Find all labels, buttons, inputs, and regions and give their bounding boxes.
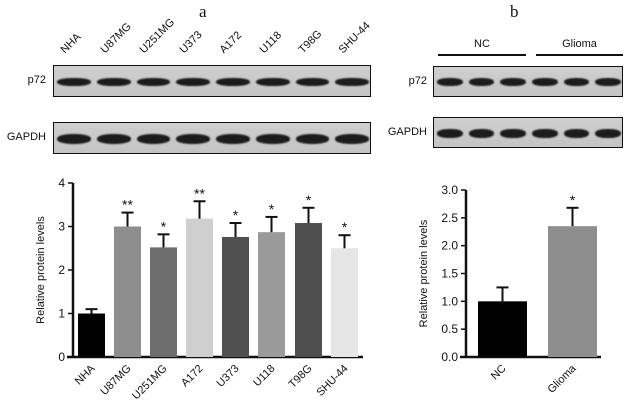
lane-label: SHU-44: [336, 19, 373, 56]
lane-label: NHA: [58, 31, 84, 56]
protein-band: [96, 78, 131, 86]
panel-a-letter: a: [199, 2, 207, 21]
protein-band: [96, 134, 131, 144]
group-bracket-line: [536, 54, 623, 56]
svg-text:U118: U118: [251, 363, 278, 390]
protein-band: [595, 78, 621, 86]
svg-text:U87MG: U87MG: [98, 363, 133, 398]
svg-text:NHA: NHA: [73, 362, 98, 387]
lane-label: U118: [257, 29, 284, 56]
blot-strip: [53, 65, 371, 97]
protein-band: [335, 134, 369, 144]
svg-text:4: 4: [58, 176, 65, 190]
protein-band: [295, 78, 330, 86]
lane-label: A172: [217, 29, 245, 56]
protein-band: [57, 78, 91, 86]
protein-band: [563, 129, 590, 138]
protein-band: [500, 129, 526, 138]
svg-text:*: *: [269, 201, 275, 217]
svg-text:Relative protein levels: Relative protein levels: [35, 216, 47, 324]
protein-band: [136, 134, 171, 144]
svg-text:Glioma: Glioma: [545, 362, 579, 396]
protein-band: [57, 134, 91, 144]
protein-band: [216, 78, 250, 86]
svg-text:1: 1: [58, 307, 65, 321]
protein-band: [216, 134, 250, 144]
svg-text:A172: A172: [179, 363, 206, 390]
blot-strip: [433, 66, 623, 97]
svg-text:**: **: [194, 185, 205, 201]
protein-band: [500, 78, 526, 86]
svg-text:NC: NC: [489, 363, 509, 383]
svg-text:T98G: T98G: [287, 363, 315, 391]
lane-label: U87MG: [98, 20, 134, 56]
protein-band: [136, 78, 171, 86]
blot-strip: [53, 122, 371, 154]
group-bracket-line: [438, 54, 526, 56]
lane-label: T98G: [296, 28, 325, 56]
svg-text:2: 2: [58, 263, 65, 277]
svg-text:*: *: [306, 192, 312, 208]
svg-text:U251MG: U251MG: [130, 363, 170, 403]
protein-band: [295, 134, 330, 144]
blot-row-label: p72: [27, 74, 46, 86]
protein-band: [532, 129, 558, 138]
protein-band: [563, 78, 590, 86]
protein-band: [468, 78, 495, 86]
panel-b-bar-chart: 0.0 0.5 1.0 1.5 2.0 2.5 3.0 Relative protein le…: [418, 183, 601, 396]
protein-band: [255, 134, 290, 144]
svg-text:*: *: [570, 192, 576, 208]
svg-text:2.5: 2.5: [441, 211, 458, 225]
lane-label: U251MG: [137, 16, 178, 57]
group-label: Glioma: [562, 38, 597, 50]
blot-row-label: p72: [408, 75, 427, 87]
svg-text:2.0: 2.0: [441, 239, 458, 253]
blot-row-label: GAPDH: [6, 131, 46, 143]
svg-text:3: 3: [58, 220, 65, 234]
protein-band: [437, 129, 463, 138]
protein-band: [595, 129, 621, 138]
protein-band: [437, 78, 463, 86]
protein-band: [335, 78, 369, 86]
svg-text:Relative protein levels: Relative protein levels: [418, 219, 430, 327]
svg-text:0.0: 0.0: [441, 350, 458, 364]
svg-text:*: *: [342, 219, 348, 235]
svg-text:1.0: 1.0: [441, 294, 458, 308]
protein-band: [176, 134, 210, 144]
blot-strip: [433, 117, 623, 148]
protein-band: [176, 78, 210, 86]
svg-text:0.5: 0.5: [441, 322, 458, 336]
svg-text:3.0: 3.0: [441, 183, 458, 197]
protein-band: [468, 129, 495, 138]
svg-text:U373: U373: [215, 363, 242, 390]
lane-label: U373: [177, 28, 205, 56]
blot-row-label: GAPDH: [387, 126, 427, 138]
svg-text:1.5: 1.5: [441, 267, 458, 281]
svg-text:*: *: [161, 218, 167, 234]
svg-text:SHU-44: SHU-44: [314, 363, 350, 399]
svg-text:0: 0: [58, 350, 65, 364]
group-label: NC: [474, 38, 490, 50]
protein-band: [255, 78, 290, 86]
panel-b-letter: b: [510, 2, 519, 21]
svg-text:**: **: [122, 197, 133, 213]
protein-band: [532, 78, 558, 86]
svg-text:*: *: [233, 207, 239, 223]
